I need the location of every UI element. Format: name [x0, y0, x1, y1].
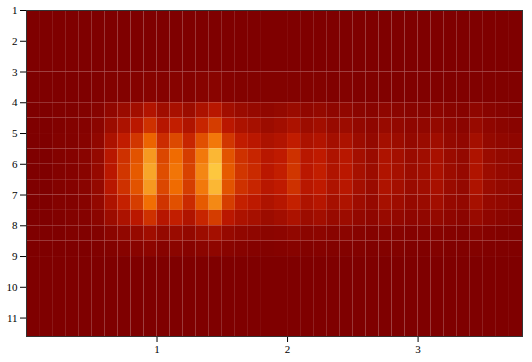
svg-text:9: 9	[12, 250, 18, 262]
svg-text:3: 3	[12, 66, 18, 78]
svg-text:4: 4	[12, 96, 18, 108]
svg-text:6: 6	[12, 158, 18, 170]
svg-text:10: 10	[7, 281, 19, 293]
svg-text:2: 2	[12, 35, 18, 47]
svg-text:2: 2	[285, 343, 291, 355]
svg-text:7: 7	[12, 189, 18, 201]
svg-text:5: 5	[12, 127, 18, 139]
svg-text:1: 1	[154, 343, 160, 355]
svg-text:8: 8	[12, 219, 18, 231]
svg-text:11: 11	[7, 312, 18, 324]
svg-text:1: 1	[12, 4, 18, 16]
svg-text:3: 3	[415, 343, 421, 355]
